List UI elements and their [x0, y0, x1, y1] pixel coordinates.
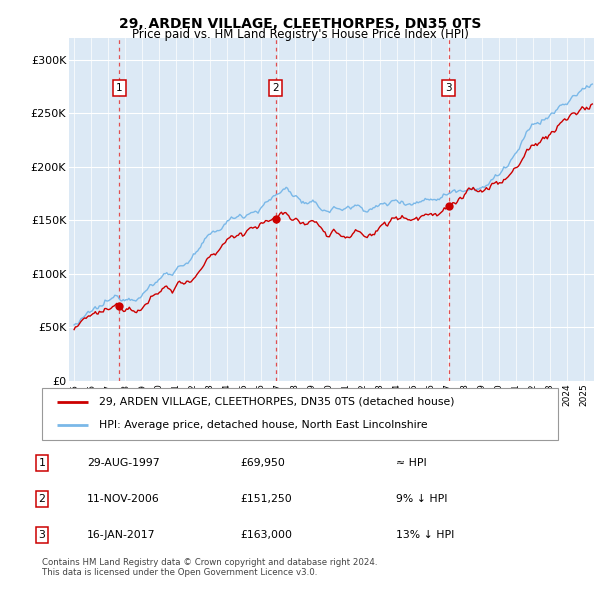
Text: 29, ARDEN VILLAGE, CLEETHORPES, DN35 0TS (detached house): 29, ARDEN VILLAGE, CLEETHORPES, DN35 0TS…	[99, 396, 454, 407]
Text: £69,950: £69,950	[240, 458, 285, 468]
Text: 13% ↓ HPI: 13% ↓ HPI	[396, 530, 454, 540]
Text: £151,250: £151,250	[240, 494, 292, 503]
Text: 3: 3	[445, 83, 452, 93]
Text: 9% ↓ HPI: 9% ↓ HPI	[396, 494, 448, 503]
Text: 1: 1	[116, 83, 122, 93]
FancyBboxPatch shape	[42, 388, 558, 440]
Text: 2: 2	[272, 83, 279, 93]
Text: 11-NOV-2006: 11-NOV-2006	[87, 494, 160, 503]
Text: Price paid vs. HM Land Registry's House Price Index (HPI): Price paid vs. HM Land Registry's House …	[131, 28, 469, 41]
Text: Contains HM Land Registry data © Crown copyright and database right 2024.
This d: Contains HM Land Registry data © Crown c…	[42, 558, 377, 577]
Text: 3: 3	[38, 530, 46, 540]
Text: £163,000: £163,000	[240, 530, 292, 540]
Text: 29-AUG-1997: 29-AUG-1997	[87, 458, 160, 468]
Text: 16-JAN-2017: 16-JAN-2017	[87, 530, 155, 540]
Text: 1: 1	[38, 458, 46, 468]
Text: 2: 2	[38, 494, 46, 503]
Text: 29, ARDEN VILLAGE, CLEETHORPES, DN35 0TS: 29, ARDEN VILLAGE, CLEETHORPES, DN35 0TS	[119, 17, 481, 31]
Text: HPI: Average price, detached house, North East Lincolnshire: HPI: Average price, detached house, Nort…	[99, 420, 427, 430]
Text: ≈ HPI: ≈ HPI	[396, 458, 427, 468]
